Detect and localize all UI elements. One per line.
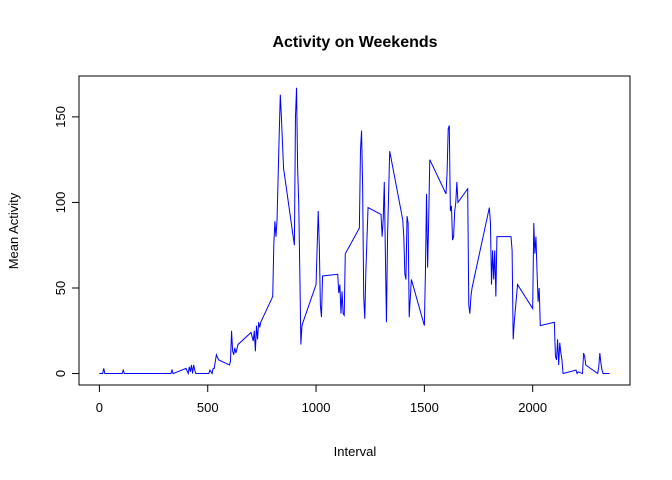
y-tick-label: 100 — [53, 192, 68, 214]
y-tick-label: 0 — [53, 370, 68, 377]
data-line — [99, 87, 610, 376]
plot-box — [78, 75, 631, 386]
y-tick-label: 150 — [53, 106, 68, 128]
x-axis-label: Interval — [334, 444, 377, 459]
x-tick-label: 1500 — [410, 400, 439, 415]
x-tick-label: 500 — [197, 400, 219, 415]
x-tick-label: 2000 — [518, 400, 547, 415]
x-tick-label: 0 — [96, 400, 103, 415]
x-tick-label: 1000 — [302, 400, 331, 415]
y-axis-label: Mean Activity — [6, 192, 21, 269]
y-tick-label: 50 — [53, 281, 68, 295]
chart-title: Activity on Weekends — [272, 34, 437, 51]
